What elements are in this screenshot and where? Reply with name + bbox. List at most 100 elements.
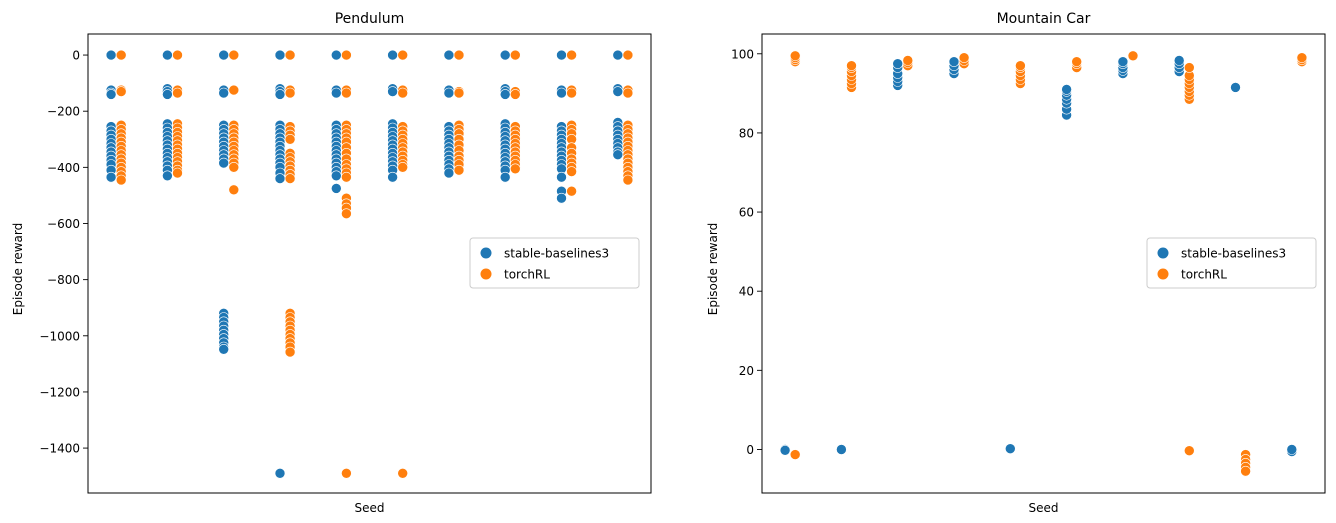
y-tick-label: 20 xyxy=(739,364,754,378)
data-point-stable-baselines3 xyxy=(1286,444,1298,455)
legend-marker-torchrl xyxy=(1157,268,1169,280)
y-tick-label: 80 xyxy=(739,126,754,140)
data-point-stable-baselines3 xyxy=(612,149,624,160)
y-axis-label: Episode reward xyxy=(11,223,25,316)
data-point-torchrl xyxy=(509,89,521,100)
data-point-torchrl xyxy=(622,174,634,186)
y-tick-label: 40 xyxy=(739,285,754,299)
chart-title: Mountain Car xyxy=(997,11,1091,27)
legend-box xyxy=(1146,237,1317,289)
data-point-stable-baselines3 xyxy=(330,49,342,61)
data-point-torchrl xyxy=(958,52,970,64)
legend: stable-baselines3 torchRL xyxy=(469,237,640,289)
data-point-torchrl xyxy=(1240,465,1251,477)
data-point-torchrl xyxy=(1296,52,1308,64)
data-point-torchrl xyxy=(846,60,857,71)
data-point-torchrl xyxy=(453,87,465,99)
data-point-stable-baselines3 xyxy=(892,58,904,70)
y-tick-label: −1400 xyxy=(39,442,80,456)
data-point-stable-baselines3 xyxy=(1004,443,1016,455)
data-point-torchrl xyxy=(397,49,409,61)
data-point-torchrl xyxy=(902,55,914,66)
data-point-torchrl xyxy=(566,49,577,61)
data-point-torchrl xyxy=(341,208,352,219)
data-point-stable-baselines3 xyxy=(162,170,173,182)
data-point-torchrl xyxy=(341,49,352,61)
legend-label-torchrl: torchRL xyxy=(504,268,550,282)
legend-label-stable-baselines3: stable-baselines3 xyxy=(504,247,609,261)
data-point-stable-baselines3 xyxy=(612,86,624,97)
data-point-stable-baselines3 xyxy=(387,49,398,61)
data-point-stable-baselines3 xyxy=(443,167,455,179)
data-point-stable-baselines3 xyxy=(499,89,511,100)
data-point-torchrl xyxy=(453,49,465,61)
data-point-stable-baselines3 xyxy=(612,49,624,61)
data-point-torchrl xyxy=(1127,50,1139,62)
legend-marker-torchrl xyxy=(480,268,492,280)
x-axis-label: Seed xyxy=(1029,501,1059,515)
data-point-stable-baselines3 xyxy=(556,171,567,183)
data-point-torchrl xyxy=(115,49,127,61)
y-tick-label: 100 xyxy=(731,47,754,61)
data-point-torchrl xyxy=(509,163,521,175)
data-point-stable-baselines3 xyxy=(330,87,342,99)
data-point-stable-baselines3 xyxy=(162,89,173,100)
pendulum-panel: Pendulum Episode reward Seed 0 −200 −400 −6… xyxy=(11,11,652,515)
data-point-stable-baselines3 xyxy=(1173,55,1185,66)
y-tick-label: −1200 xyxy=(39,385,80,399)
plot-frame xyxy=(761,33,1326,494)
y-tick-label: −400 xyxy=(47,161,80,175)
data-point-stable-baselines3 xyxy=(162,49,173,61)
data-point-stable-baselines3 xyxy=(330,170,342,182)
data-point-stable-baselines3 xyxy=(387,171,398,183)
scatter-points xyxy=(779,50,1308,477)
data-point-torchrl xyxy=(341,87,352,99)
data-point-torchrl xyxy=(397,467,409,479)
data-point-torchrl xyxy=(1015,60,1026,71)
y-tick-label: −600 xyxy=(47,217,80,231)
data-point-torchrl xyxy=(172,49,183,61)
data-point-torchrl xyxy=(284,173,296,184)
data-point-stable-baselines3 xyxy=(443,49,455,61)
data-point-torchrl xyxy=(228,162,240,173)
data-point-stable-baselines3 xyxy=(836,444,847,455)
data-point-torchrl xyxy=(115,174,127,186)
x-axis-label: Seed xyxy=(355,501,385,515)
data-point-stable-baselines3 xyxy=(443,87,455,99)
legend-marker-stable-baselines3 xyxy=(1157,247,1169,259)
data-point-torchrl xyxy=(1184,445,1195,457)
data-point-stable-baselines3 xyxy=(105,89,117,100)
y-axis-ticks: 0 20 40 60 80 100 xyxy=(731,47,762,457)
data-point-torchrl xyxy=(789,50,801,62)
data-point-stable-baselines3 xyxy=(218,49,229,61)
data-point-torchrl xyxy=(453,164,465,176)
data-point-stable-baselines3 xyxy=(499,171,511,183)
mountain-car-panel: Mountain Car Episode reward Seed 0 20 40 60… xyxy=(706,11,1326,515)
legend-label-torchrl: torchRL xyxy=(1181,268,1227,282)
data-point-torchrl xyxy=(228,184,240,196)
data-point-stable-baselines3 xyxy=(330,183,342,194)
data-point-stable-baselines3 xyxy=(274,89,286,100)
data-point-torchrl xyxy=(284,134,296,145)
data-point-torchrl xyxy=(509,49,521,61)
data-point-torchrl xyxy=(228,84,240,96)
data-point-torchrl xyxy=(228,49,240,61)
data-point-torchrl xyxy=(566,166,577,177)
data-point-torchrl xyxy=(566,87,577,99)
data-point-torchrl xyxy=(341,467,352,479)
data-point-torchrl xyxy=(284,346,296,358)
data-point-torchrl xyxy=(789,449,801,460)
data-point-stable-baselines3 xyxy=(218,343,229,355)
data-point-torchrl xyxy=(341,171,352,183)
data-point-stable-baselines3 xyxy=(779,444,791,456)
y-tick-label: 0 xyxy=(746,443,754,457)
data-point-torchrl xyxy=(397,87,409,99)
data-point-torchrl xyxy=(172,87,183,99)
data-point-stable-baselines3 xyxy=(556,192,567,204)
data-point-torchrl xyxy=(622,49,634,61)
data-point-stable-baselines3 xyxy=(218,87,229,99)
data-point-stable-baselines3 xyxy=(105,49,117,61)
legend-box xyxy=(469,237,640,289)
y-tick-label: 60 xyxy=(739,206,754,220)
